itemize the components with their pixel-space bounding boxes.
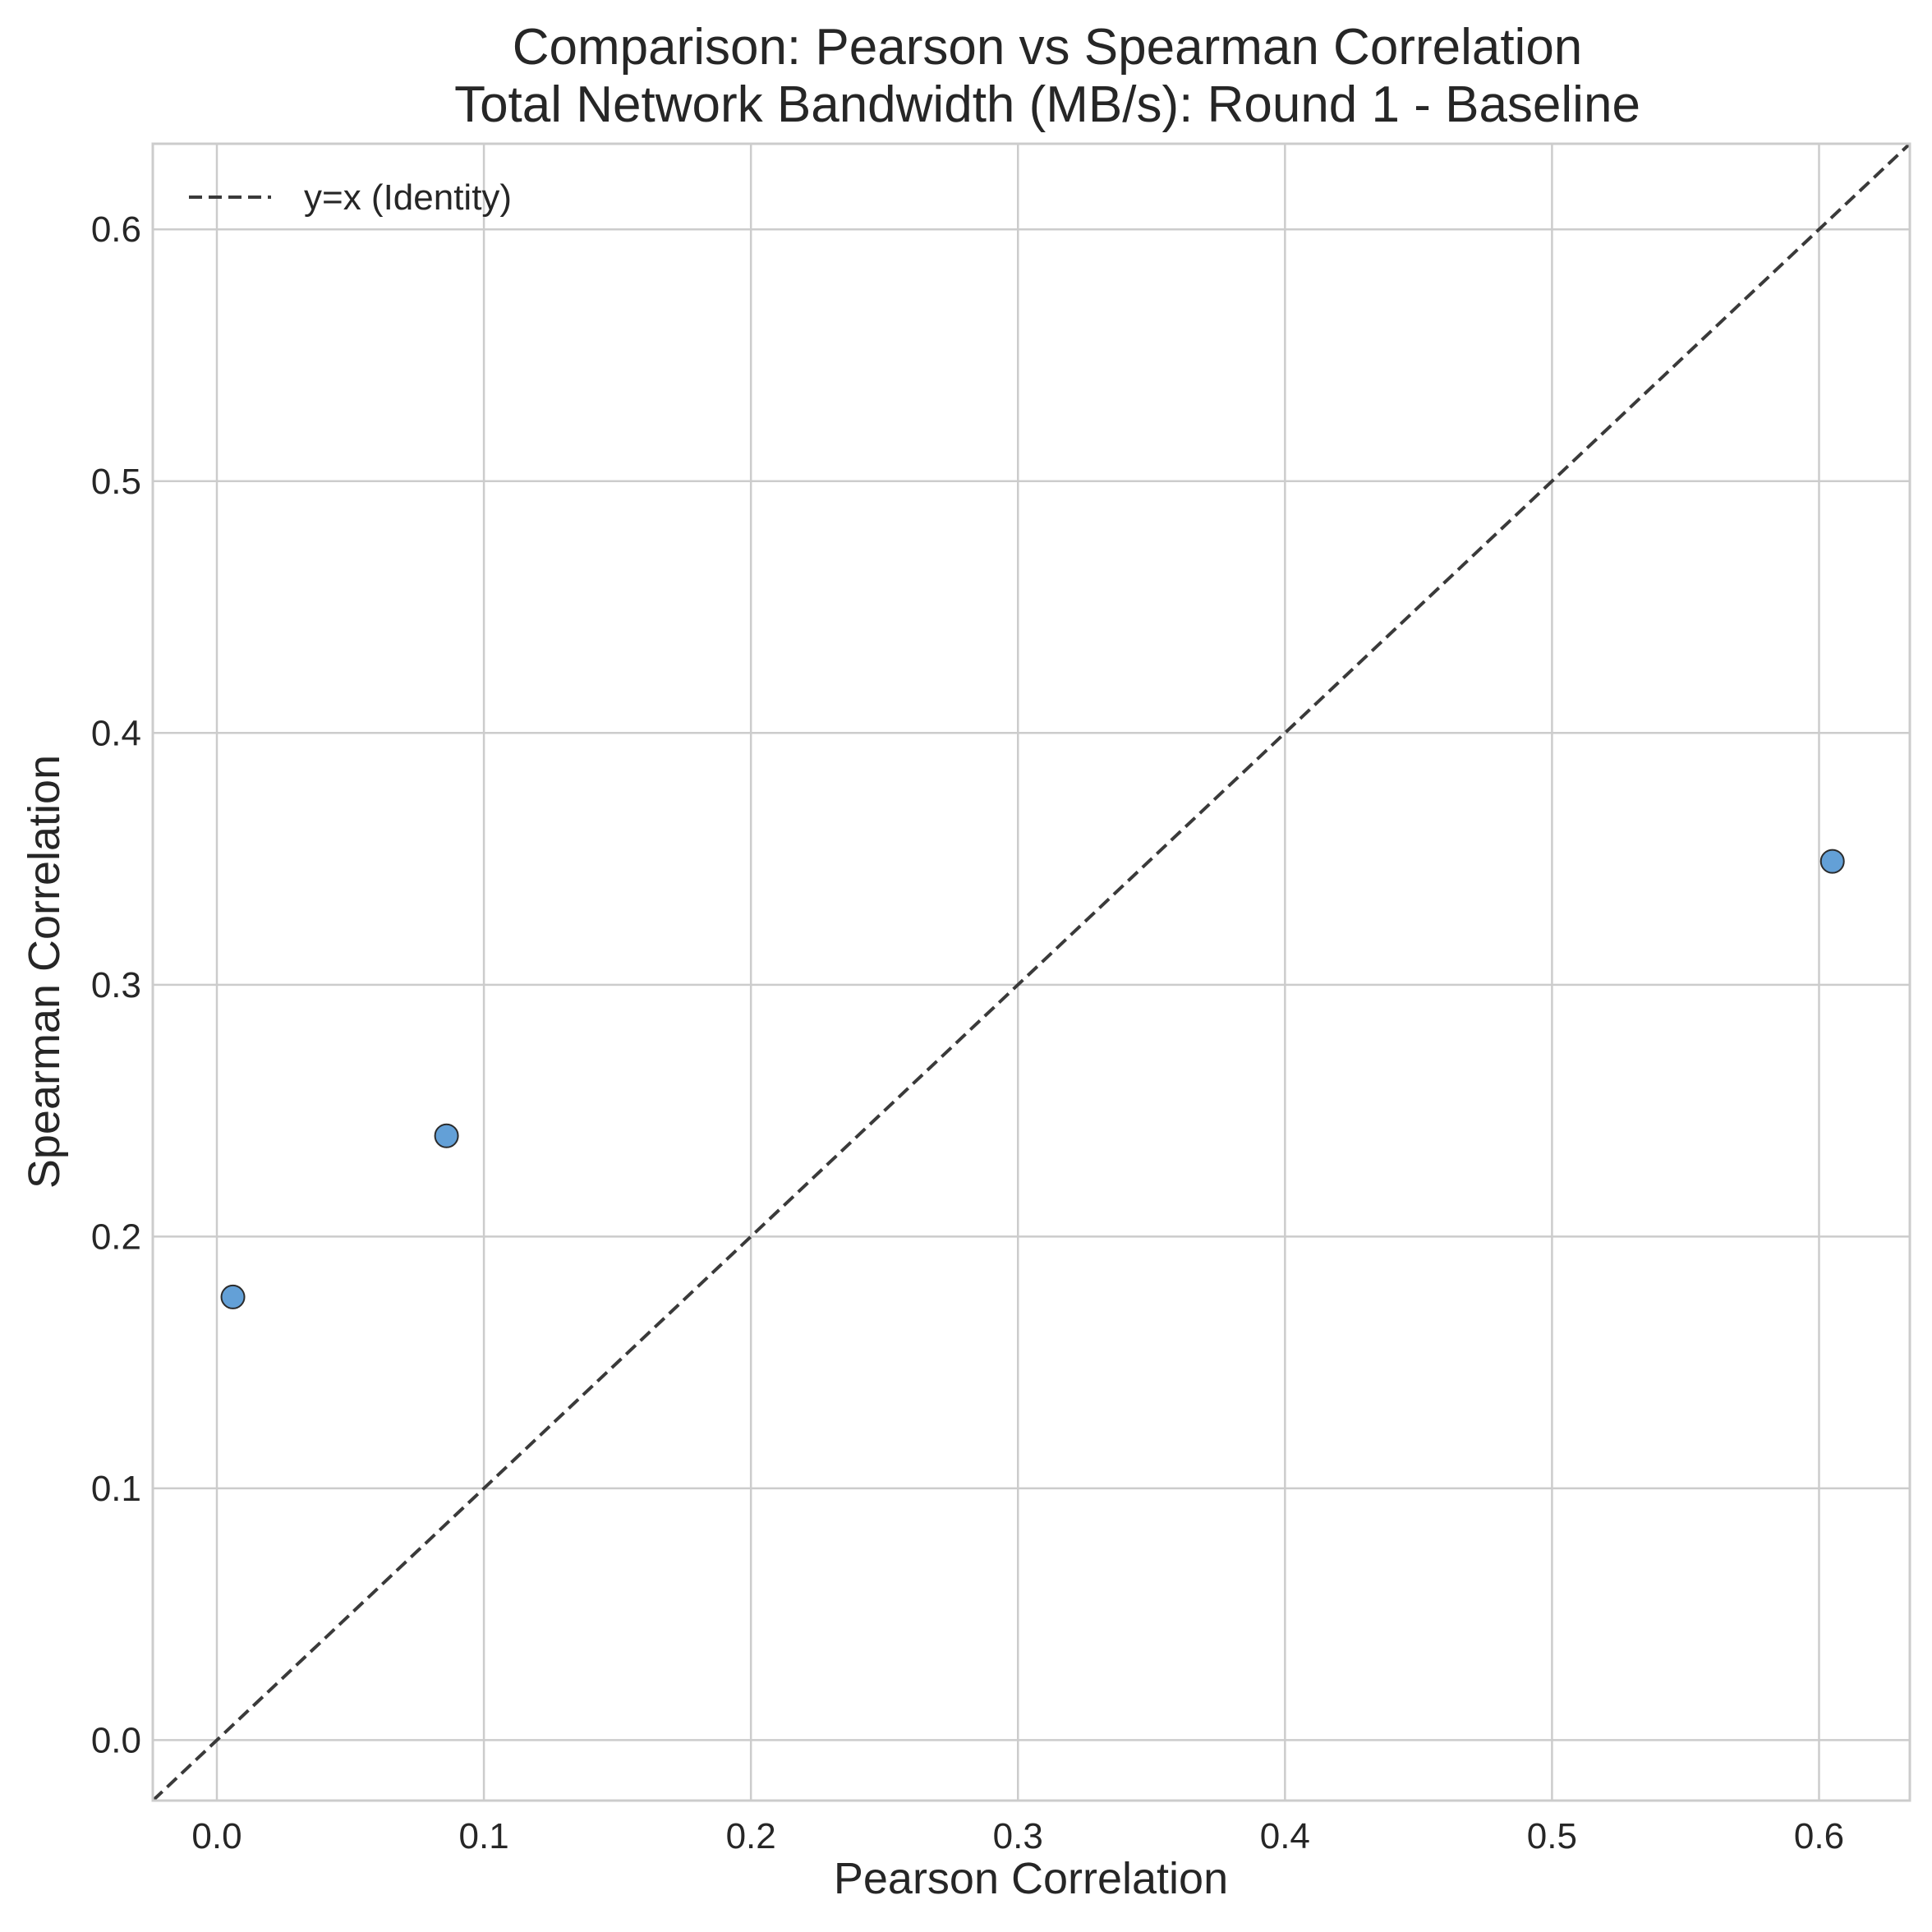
legend-identity-label: y=x (Identity)	[304, 177, 512, 218]
scatter-point	[434, 1123, 459, 1148]
x-tick-label: 0.4	[1260, 1816, 1310, 1856]
chart-title: Comparison: Pearson vs Spearman Correlat…	[513, 19, 1583, 76]
identity-line	[151, 142, 1911, 1802]
y-tick-label: 0.0	[91, 1720, 141, 1760]
y-tick-label: 0.3	[91, 965, 141, 1005]
legend: y=x (Identity)	[189, 177, 512, 218]
data-layer	[151, 142, 1911, 1802]
y-tick-label: 0.4	[91, 713, 141, 753]
x-tick-label: 0.3	[993, 1816, 1043, 1856]
x-tick-label: 0.2	[726, 1816, 776, 1856]
scatter-point	[220, 1284, 246, 1309]
plot-frame	[151, 142, 1911, 1802]
x-tick-label: 0.6	[1794, 1816, 1844, 1856]
y-axis-label: Spearman Correlation	[20, 755, 69, 1189]
x-tick-label: 0.1	[459, 1816, 509, 1856]
y-tick-label: 0.2	[91, 1217, 141, 1257]
chart-subtitle: Total Network Bandwidth (MB/s): Round 1 …	[454, 76, 1640, 133]
tick-labels: 0.0 0.1 0.2 0.3 0.4 0.5 0.6 0.0 0.1 0.2 0.3 0.4 0.5 0…	[91, 209, 1844, 1856]
grid-lines	[153, 144, 1910, 1801]
scatter-point	[1819, 849, 1845, 874]
x-tick-label: 0.0	[191, 1816, 242, 1856]
y-tick-label: 0.6	[91, 209, 141, 250]
y-tick-label: 0.5	[91, 462, 141, 502]
y-tick-label: 0.1	[91, 1469, 141, 1509]
x-tick-label: 0.5	[1527, 1816, 1577, 1856]
x-axis-label: Pearson Correlation	[834, 1854, 1228, 1903]
